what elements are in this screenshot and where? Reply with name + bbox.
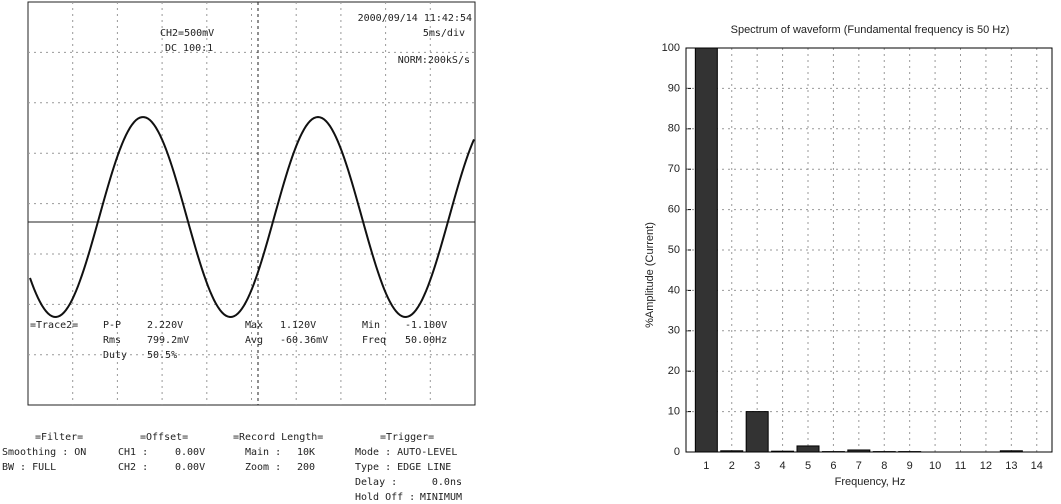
y-tick-label: 40 [668, 284, 680, 296]
setting-value: 200 [297, 462, 315, 473]
bar [746, 412, 768, 452]
scope-acquisition: NORM:200kS/s [398, 55, 470, 66]
figure: CH2=500mV DC 100:1 2000/09/14 11:42:54 5… [0, 0, 1061, 504]
x-tick-label: 9 [907, 460, 913, 472]
x-tick-label: 14 [1031, 460, 1043, 472]
y-tick-label: 80 [668, 123, 680, 135]
x-tick-label: 1 [703, 460, 709, 472]
meas-label: Min [362, 320, 380, 331]
y-tick-label: 20 [668, 365, 680, 377]
meas-value: -60.36mV [280, 335, 328, 346]
scope-channel: CH2=500mV [160, 28, 214, 39]
x-tick-label: 13 [1005, 460, 1017, 472]
setting: Mode : AUTO-LEVEL [355, 447, 457, 458]
meas-value: 2.220V [147, 320, 183, 331]
x-tick-label: 11 [955, 460, 966, 472]
setting-label: CH2 : [118, 462, 148, 473]
meas-value: 50.00Hz [405, 335, 447, 346]
meas-label: Max [245, 320, 263, 331]
setting-value: 0.00V [175, 447, 205, 458]
setting: Type : EDGE LINE [355, 462, 451, 473]
setting-value: 10K [297, 447, 315, 458]
meas-value: -1.100V [405, 320, 447, 331]
x-tick-label: 4 [780, 460, 786, 472]
chart-title: Spectrum of waveform (Fundamental freque… [731, 24, 1010, 36]
setting-value: 0.00V [175, 462, 205, 473]
settings-title: =Offset= [140, 432, 188, 443]
x-axis-label: Frequency, Hz [835, 476, 906, 488]
setting-label: Zoom : [245, 462, 281, 473]
y-tick-label: 90 [668, 82, 680, 94]
meas-label: Freq [362, 335, 386, 346]
meas-label: Duty [103, 350, 127, 361]
y-tick-label: 30 [668, 325, 680, 337]
setting-label: CH1 : [118, 447, 148, 458]
settings-title: =Trigger= [380, 432, 434, 443]
meas-value: 50.5% [147, 350, 177, 361]
bar [797, 446, 819, 452]
y-axis-label: %Amplitude (Current) [644, 222, 656, 328]
x-tick-label: 5 [805, 460, 811, 472]
y-tick-label: 70 [668, 163, 680, 175]
page: CH2=500mV DC 100:1 2000/09/14 11:42:54 5… [0, 0, 1061, 504]
setting-label: Delay : [355, 477, 397, 488]
y-tick-label: 0 [674, 446, 680, 458]
x-tick-label: 2 [729, 460, 735, 472]
setting-label: Main : [245, 447, 281, 458]
x-tick-label: 12 [980, 460, 992, 472]
scope-coupling: DC 100:1 [165, 43, 213, 54]
y-tick-label: 10 [668, 406, 680, 418]
x-tick-label: 3 [754, 460, 760, 472]
setting-label: Hold Off : [355, 492, 415, 503]
settings-title: =Record Length= [233, 432, 323, 443]
bar [695, 48, 717, 452]
x-tick-label: 8 [881, 460, 887, 472]
y-tick-label: 60 [668, 204, 680, 216]
setting: Smoothing : ON [2, 447, 86, 458]
settings-title: =Filter= [35, 432, 83, 443]
meas-label: Avg [245, 335, 263, 346]
x-tick-label: 6 [830, 460, 836, 472]
meas-label: P-P [103, 320, 121, 331]
setting-value: MINIMUM [420, 492, 462, 503]
setting: BW : FULL [2, 462, 56, 473]
meas-label: Rms [103, 335, 121, 346]
x-tick-label: 7 [856, 460, 862, 472]
x-tick-label: 10 [929, 460, 941, 472]
setting-value: 0.0ns [432, 477, 462, 488]
meas-value: 1.120V [280, 320, 316, 331]
trace-label: =Trace2= [30, 320, 78, 331]
y-tick-label: 100 [662, 42, 680, 54]
y-tick-label: 50 [668, 244, 680, 256]
meas-value: 799.2mV [147, 335, 189, 346]
scope-datetime: 2000/09/14 11:42:54 [358, 13, 472, 24]
scope-timebase: 5ms/div [423, 28, 465, 39]
